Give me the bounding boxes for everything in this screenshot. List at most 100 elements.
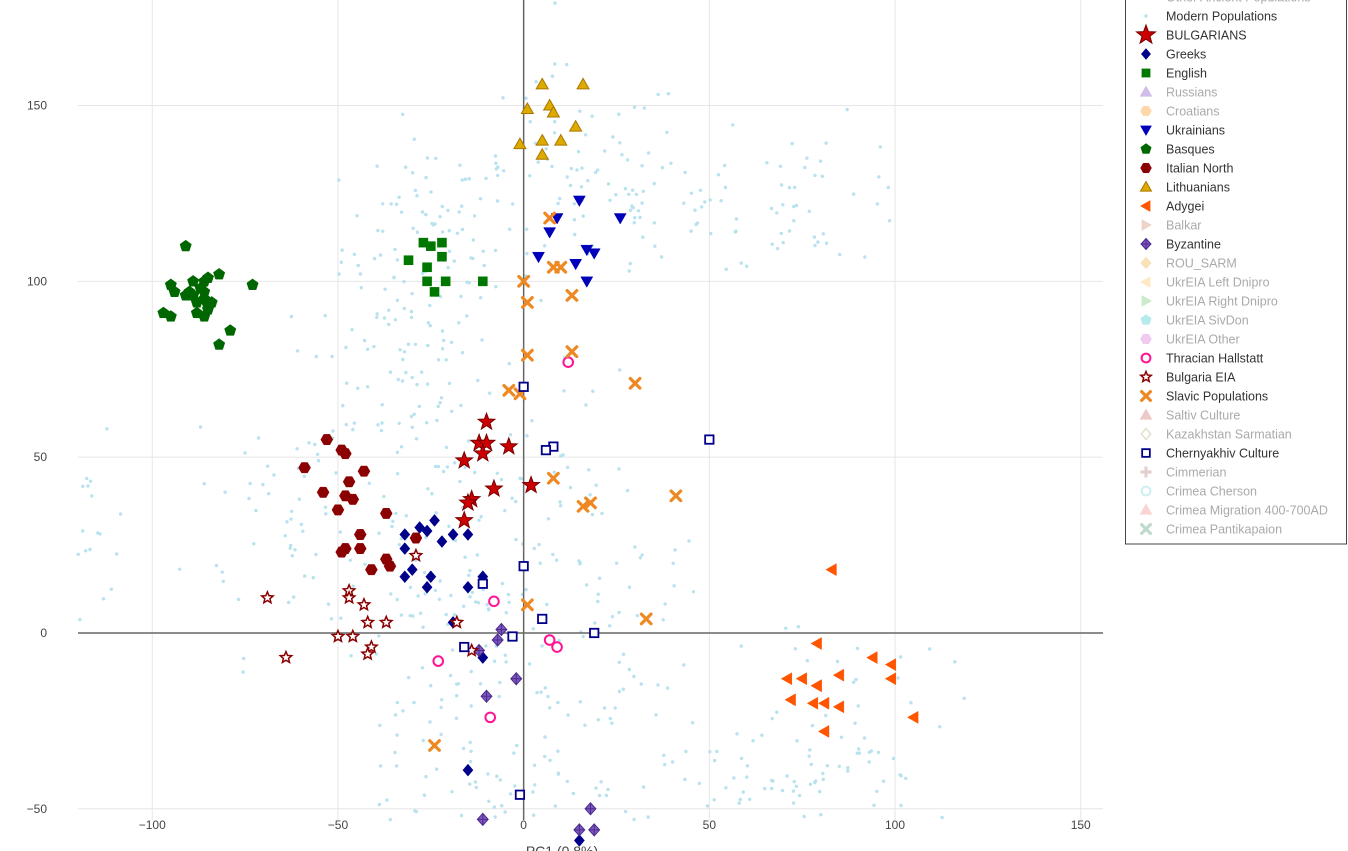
- legend-item-bulgaria-eia[interactable]: Bulgaria EIA: [1138, 369, 1236, 385]
- modern-population-point: [503, 653, 507, 657]
- modern-population-point: [314, 354, 318, 359]
- modern-population-point: [511, 202, 515, 206]
- legend-item-thracian-hallstatt[interactable]: Thracian Hallstatt: [1140, 352, 1264, 366]
- modern-population-point: [875, 789, 879, 793]
- modern-population-point: [590, 512, 595, 517]
- adygei-point: [795, 672, 807, 686]
- adygei-point: [825, 563, 837, 577]
- legend-item-english[interactable]: English: [1141, 67, 1207, 81]
- modern-population-point: [556, 700, 560, 705]
- legend-item-byzantine[interactable]: Byzantine: [1140, 238, 1221, 252]
- basques-point: [213, 338, 226, 350]
- modern-population-point: [424, 212, 428, 217]
- modern-population-point: [486, 772, 490, 776]
- legend-item-crimea-cherson[interactable]: Crimea Cherson: [1140, 485, 1257, 499]
- greeks-point: [462, 580, 474, 594]
- legend-item-russians[interactable]: Russians: [1139, 85, 1218, 100]
- legend-item-cimmerian[interactable]: Cimmerian: [1140, 466, 1227, 480]
- modern-population-point: [640, 201, 644, 205]
- legend-item-ukreia-left-dnipro[interactable]: UkrEIA Left Dnipro: [1139, 276, 1270, 290]
- modern-population-point: [256, 436, 261, 440]
- modern-population-point: [295, 447, 299, 451]
- italian-north-point: [331, 504, 345, 516]
- italian-north-point: [353, 543, 367, 555]
- modern-population-point: [507, 227, 512, 231]
- modern-population-point: [614, 193, 618, 197]
- modern-population-point: [496, 173, 500, 178]
- lithuanians-point: [513, 137, 527, 150]
- modern-population-point: [356, 263, 360, 268]
- legend[interactable]: Other Ancient Populations Modern Populati…: [1125, 0, 1347, 545]
- modern-population-point: [105, 427, 109, 431]
- greeks-point: [399, 542, 411, 555]
- legend-item-rou-sarm[interactable]: ROU_SARM: [1140, 256, 1237, 271]
- legend-item-lithuanians[interactable]: Lithuanians: [1139, 180, 1230, 195]
- legend-item-crimea-migration-400-700ad[interactable]: Crimea Migration 400-700AD: [1139, 503, 1328, 518]
- bulgaria-eia-point: [360, 646, 376, 661]
- modern-population-point: [385, 798, 389, 802]
- basques-point: [183, 285, 196, 297]
- legend-item-ukrainians[interactable]: Ukrainians: [1140, 124, 1226, 138]
- modern-population-point: [459, 403, 463, 408]
- modern-population-point: [877, 175, 881, 179]
- modern-population-point: [862, 736, 867, 740]
- modern-population-point: [393, 318, 398, 322]
- modern-population-point: [465, 314, 469, 318]
- modern-population-point: [640, 553, 644, 557]
- legend-item-italian-north[interactable]: Italian North: [1140, 162, 1234, 176]
- modern-population-point: [254, 508, 258, 513]
- legend-item-basques[interactable]: Basques: [1140, 143, 1215, 157]
- modern-population-point: [397, 195, 401, 199]
- modern-population-point: [352, 421, 356, 425]
- legend-item-chernyakhiv-culture[interactable]: Chernyakhiv Culture: [1141, 447, 1279, 461]
- modern-population-point: [683, 777, 687, 782]
- modern-population-point: [627, 269, 631, 273]
- slavic-populations-point: [520, 348, 534, 362]
- legend-item-greeks[interactable]: Greeks: [1140, 48, 1206, 62]
- modern-population-point: [404, 370, 408, 375]
- modern-population-point: [178, 567, 182, 571]
- legend-item-ukreia-right-dnipro[interactable]: UkrEIA Right Dnipro: [1141, 295, 1278, 309]
- modern-population-point: [473, 470, 477, 475]
- legend-item-ukreia-other[interactable]: UkrEIA Other: [1140, 333, 1240, 347]
- modern-population-point: [415, 230, 420, 234]
- modern-population-point: [621, 652, 626, 656]
- legend-item-crimea-pantikapaion[interactable]: Crimea Pantikapaion: [1140, 523, 1282, 537]
- modern-population-point: [441, 338, 446, 343]
- legend-item-croatians[interactable]: Croatians: [1140, 105, 1220, 119]
- lithuanians-legend-marker: [1139, 180, 1153, 192]
- modern-population-point: [376, 423, 380, 427]
- modern-population-point: [909, 701, 913, 705]
- legend-item-other-ancient-populations[interactable]: Other Ancient Populations: [1144, 0, 1311, 5]
- modern-population-point: [84, 549, 88, 553]
- modern-population-point: [808, 782, 813, 786]
- modern-population-point: [438, 294, 443, 299]
- legend-item-slavic-populations[interactable]: Slavic Populations: [1140, 390, 1269, 404]
- modern-population-point: [807, 754, 811, 758]
- legend-item-modern-populations[interactable]: Modern Populations: [1144, 10, 1277, 24]
- modern-population-point: [739, 261, 743, 265]
- modern-population-point: [428, 303, 432, 308]
- modern-population-point: [565, 779, 569, 784]
- grid-lines: [78, 0, 1103, 820]
- modern-population-point: [345, 381, 349, 385]
- modern-population-point: [412, 700, 416, 705]
- modern-population-point: [341, 403, 345, 408]
- legend-item-adygei[interactable]: Adygei: [1139, 200, 1205, 214]
- modern-population-point: [78, 618, 82, 622]
- adygei-point: [806, 696, 819, 710]
- legend-item-ukreia-sivdon[interactable]: UkrEIA SivDon: [1140, 314, 1249, 328]
- legend-item-saltiv-culture[interactable]: Saltiv Culture: [1139, 408, 1241, 423]
- modern-population-point: [299, 522, 303, 526]
- legend-item-balkar[interactable]: Balkar: [1141, 219, 1202, 233]
- modern-population-point: [434, 156, 438, 161]
- modern-population-point: [323, 314, 327, 318]
- modern-population-point: [514, 499, 518, 504]
- legend-item-kazakhstan-sarmatian[interactable]: Kazakhstan Sarmatian: [1140, 427, 1292, 442]
- balkar-legend-marker: [1141, 219, 1153, 231]
- legend-item-bulgarians[interactable]: BULGARIANS: [1135, 23, 1247, 45]
- x-tick-label: −50: [328, 818, 349, 832]
- rou-sarm-legend-marker: [1140, 256, 1152, 270]
- modern-population-point: [559, 504, 563, 508]
- modern-population-point: [620, 153, 624, 157]
